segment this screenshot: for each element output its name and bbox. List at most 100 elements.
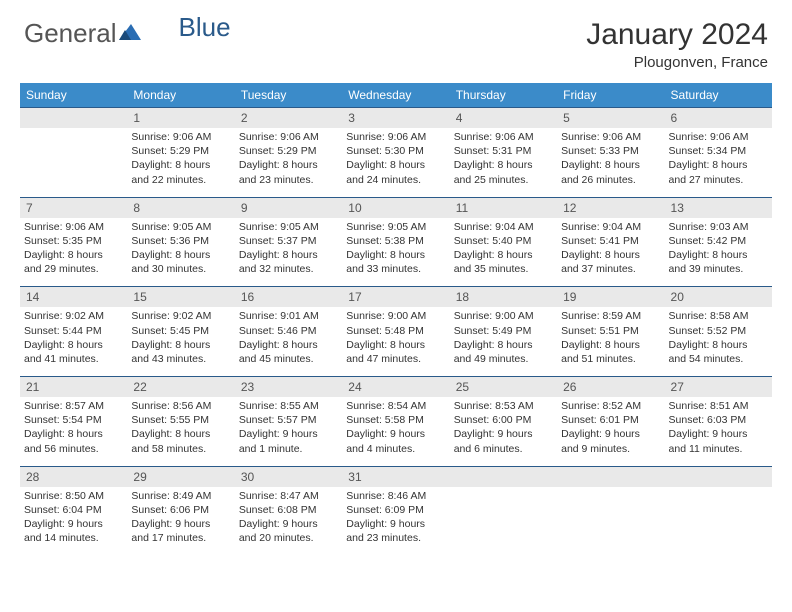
sunset-line: Sunset: 6:08 PM: [239, 503, 338, 517]
day-number: 21: [20, 377, 127, 398]
daylight-line-2: and 49 minutes.: [454, 352, 553, 366]
day-cell: Sunrise: 9:04 AMSunset: 5:40 PMDaylight:…: [450, 218, 557, 287]
sunrise-line: Sunrise: 9:05 AM: [131, 220, 230, 234]
daylight-line-1: Daylight: 8 hours: [131, 338, 230, 352]
daylight-line-1: Daylight: 8 hours: [24, 427, 123, 441]
sunset-line: Sunset: 5:37 PM: [239, 234, 338, 248]
sunrise-line: Sunrise: 8:56 AM: [131, 399, 230, 413]
daylight-line-2: and 39 minutes.: [669, 262, 768, 276]
day-number: 14: [20, 287, 127, 308]
sunrise-line: Sunrise: 9:01 AM: [239, 309, 338, 323]
sunset-line: Sunset: 5:44 PM: [24, 324, 123, 338]
dayhead-fri: Friday: [557, 83, 664, 108]
day-cell-body: Sunrise: 9:06 AMSunset: 5:29 PMDaylight:…: [239, 128, 338, 187]
day-cell: Sunrise: 8:58 AMSunset: 5:52 PMDaylight:…: [665, 307, 772, 376]
daylight-line-1: Daylight: 8 hours: [239, 338, 338, 352]
sunset-line: Sunset: 5:38 PM: [346, 234, 445, 248]
daylight-line-2: and 22 minutes.: [131, 173, 230, 187]
day-cell-body: [669, 487, 768, 489]
sunrise-line: Sunrise: 9:06 AM: [239, 130, 338, 144]
day-cell: Sunrise: 8:54 AMSunset: 5:58 PMDaylight:…: [342, 397, 449, 466]
sunset-line: Sunset: 6:04 PM: [24, 503, 123, 517]
daylight-line-1: Daylight: 8 hours: [239, 248, 338, 262]
day-cell-body: Sunrise: 8:53 AMSunset: 6:00 PMDaylight:…: [454, 397, 553, 456]
day-number: 29: [127, 466, 234, 487]
day-number: 19: [557, 287, 664, 308]
day-number: 31: [342, 466, 449, 487]
day-cell: Sunrise: 9:01 AMSunset: 5:46 PMDaylight:…: [235, 307, 342, 376]
day-cell-body: Sunrise: 9:04 AMSunset: 5:40 PMDaylight:…: [454, 218, 553, 277]
sunrise-line: Sunrise: 9:06 AM: [131, 130, 230, 144]
day-cell-body: Sunrise: 9:06 AMSunset: 5:31 PMDaylight:…: [454, 128, 553, 187]
day-number: 7: [20, 197, 127, 218]
sunrise-line: Sunrise: 9:06 AM: [669, 130, 768, 144]
day-cell-body: Sunrise: 8:52 AMSunset: 6:01 PMDaylight:…: [561, 397, 660, 456]
day-cell-body: Sunrise: 8:54 AMSunset: 5:58 PMDaylight:…: [346, 397, 445, 456]
brand-part2: Blue: [179, 12, 231, 43]
daylight-line-1: Daylight: 8 hours: [669, 158, 768, 172]
sunset-line: Sunset: 5:54 PM: [24, 413, 123, 427]
sunrise-line: Sunrise: 8:59 AM: [561, 309, 660, 323]
week-row: Sunrise: 9:06 AMSunset: 5:29 PMDaylight:…: [20, 128, 772, 197]
sunset-line: Sunset: 5:42 PM: [669, 234, 768, 248]
sunrise-line: Sunrise: 8:49 AM: [131, 489, 230, 503]
daylight-line-2: and 33 minutes.: [346, 262, 445, 276]
dayhead-sun: Sunday: [20, 83, 127, 108]
day-number: [20, 108, 127, 129]
day-number: 1: [127, 108, 234, 129]
brand-part1: General: [24, 18, 117, 49]
daylight-line-1: Daylight: 9 hours: [239, 427, 338, 441]
day-cell: Sunrise: 9:06 AMSunset: 5:30 PMDaylight:…: [342, 128, 449, 197]
daylight-line-2: and 27 minutes.: [669, 173, 768, 187]
daylight-line-1: Daylight: 8 hours: [131, 427, 230, 441]
sunrise-line: Sunrise: 8:58 AM: [669, 309, 768, 323]
day-cell-body: Sunrise: 8:58 AMSunset: 5:52 PMDaylight:…: [669, 307, 768, 366]
daylight-line-2: and 9 minutes.: [561, 442, 660, 456]
day-number: 30: [235, 466, 342, 487]
daylight-line-2: and 37 minutes.: [561, 262, 660, 276]
day-number: 8: [127, 197, 234, 218]
sunset-line: Sunset: 5:29 PM: [131, 144, 230, 158]
day-cell-body: Sunrise: 9:00 AMSunset: 5:48 PMDaylight:…: [346, 307, 445, 366]
daylight-line-1: Daylight: 8 hours: [669, 338, 768, 352]
day-number: 20: [665, 287, 772, 308]
daylight-line-2: and 17 minutes.: [131, 531, 230, 545]
day-cell: [20, 128, 127, 197]
daylight-line-2: and 35 minutes.: [454, 262, 553, 276]
day-cell-body: [561, 487, 660, 489]
daylight-line-1: Daylight: 9 hours: [669, 427, 768, 441]
sunset-line: Sunset: 5:35 PM: [24, 234, 123, 248]
sunrise-line: Sunrise: 8:47 AM: [239, 489, 338, 503]
sunset-line: Sunset: 6:09 PM: [346, 503, 445, 517]
day-cell: Sunrise: 9:05 AMSunset: 5:38 PMDaylight:…: [342, 218, 449, 287]
sunset-line: Sunset: 6:06 PM: [131, 503, 230, 517]
logo-triangle-icon: [119, 16, 141, 47]
daynum-row: 78910111213: [20, 197, 772, 218]
daylight-line-1: Daylight: 8 hours: [346, 338, 445, 352]
day-cell-body: Sunrise: 9:06 AMSunset: 5:35 PMDaylight:…: [24, 218, 123, 277]
day-cell: Sunrise: 9:03 AMSunset: 5:42 PMDaylight:…: [665, 218, 772, 287]
day-number: 15: [127, 287, 234, 308]
brand-logo: General Blue: [24, 18, 231, 49]
page-header: General Blue January 2024 Plougonven, Fr…: [0, 0, 792, 79]
week-row: Sunrise: 9:02 AM Sunset: 5:44 PM Daylight:…: [20, 307, 772, 376]
day-cell-body: Sunrise: 8:57 AMSunset: 5:54 PMDaylight:…: [24, 397, 123, 456]
day-number: 9: [235, 197, 342, 218]
day-cell-body: Sunrise: 8:46 AMSunset: 6:09 PMDaylight:…: [346, 487, 445, 546]
sunset-line: Sunset: 5:34 PM: [669, 144, 768, 158]
daynum-row: 28293031: [20, 466, 772, 487]
day-cell-body: Sunrise: 9:00 AMSunset: 5:49 PMDaylight:…: [454, 307, 553, 366]
title-block: January 2024 Plougonven, France: [586, 18, 768, 71]
sunrise-line: Sunrise: 9:05 AM: [346, 220, 445, 234]
day-number: 4: [450, 108, 557, 129]
day-cell-body: Sunrise: 9:06 AMSunset: 5:29 PMDaylight:…: [131, 128, 230, 187]
day-cell-body: Sunrise: 8:59 AMSunset: 5:51 PMDaylight:…: [561, 307, 660, 366]
daylight-line-1: Daylight: 8 hours: [131, 248, 230, 262]
calendar-table: Sunday Monday Tuesday Wednesday Thursday…: [20, 83, 772, 555]
day-cell: Sunrise: 9:02 AMSunset: 5:44 PMDaylight:…: [20, 307, 127, 376]
day-cell: Sunrise: 8:52 AMSunset: 6:01 PMDaylight:…: [557, 397, 664, 466]
day-number: 13: [665, 197, 772, 218]
daylight-line-2: and 51 minutes.: [561, 352, 660, 366]
sunrise-line: Sunrise: 9:02 AM: [131, 309, 230, 323]
daylight-line-2: and 23 minutes.: [239, 173, 338, 187]
